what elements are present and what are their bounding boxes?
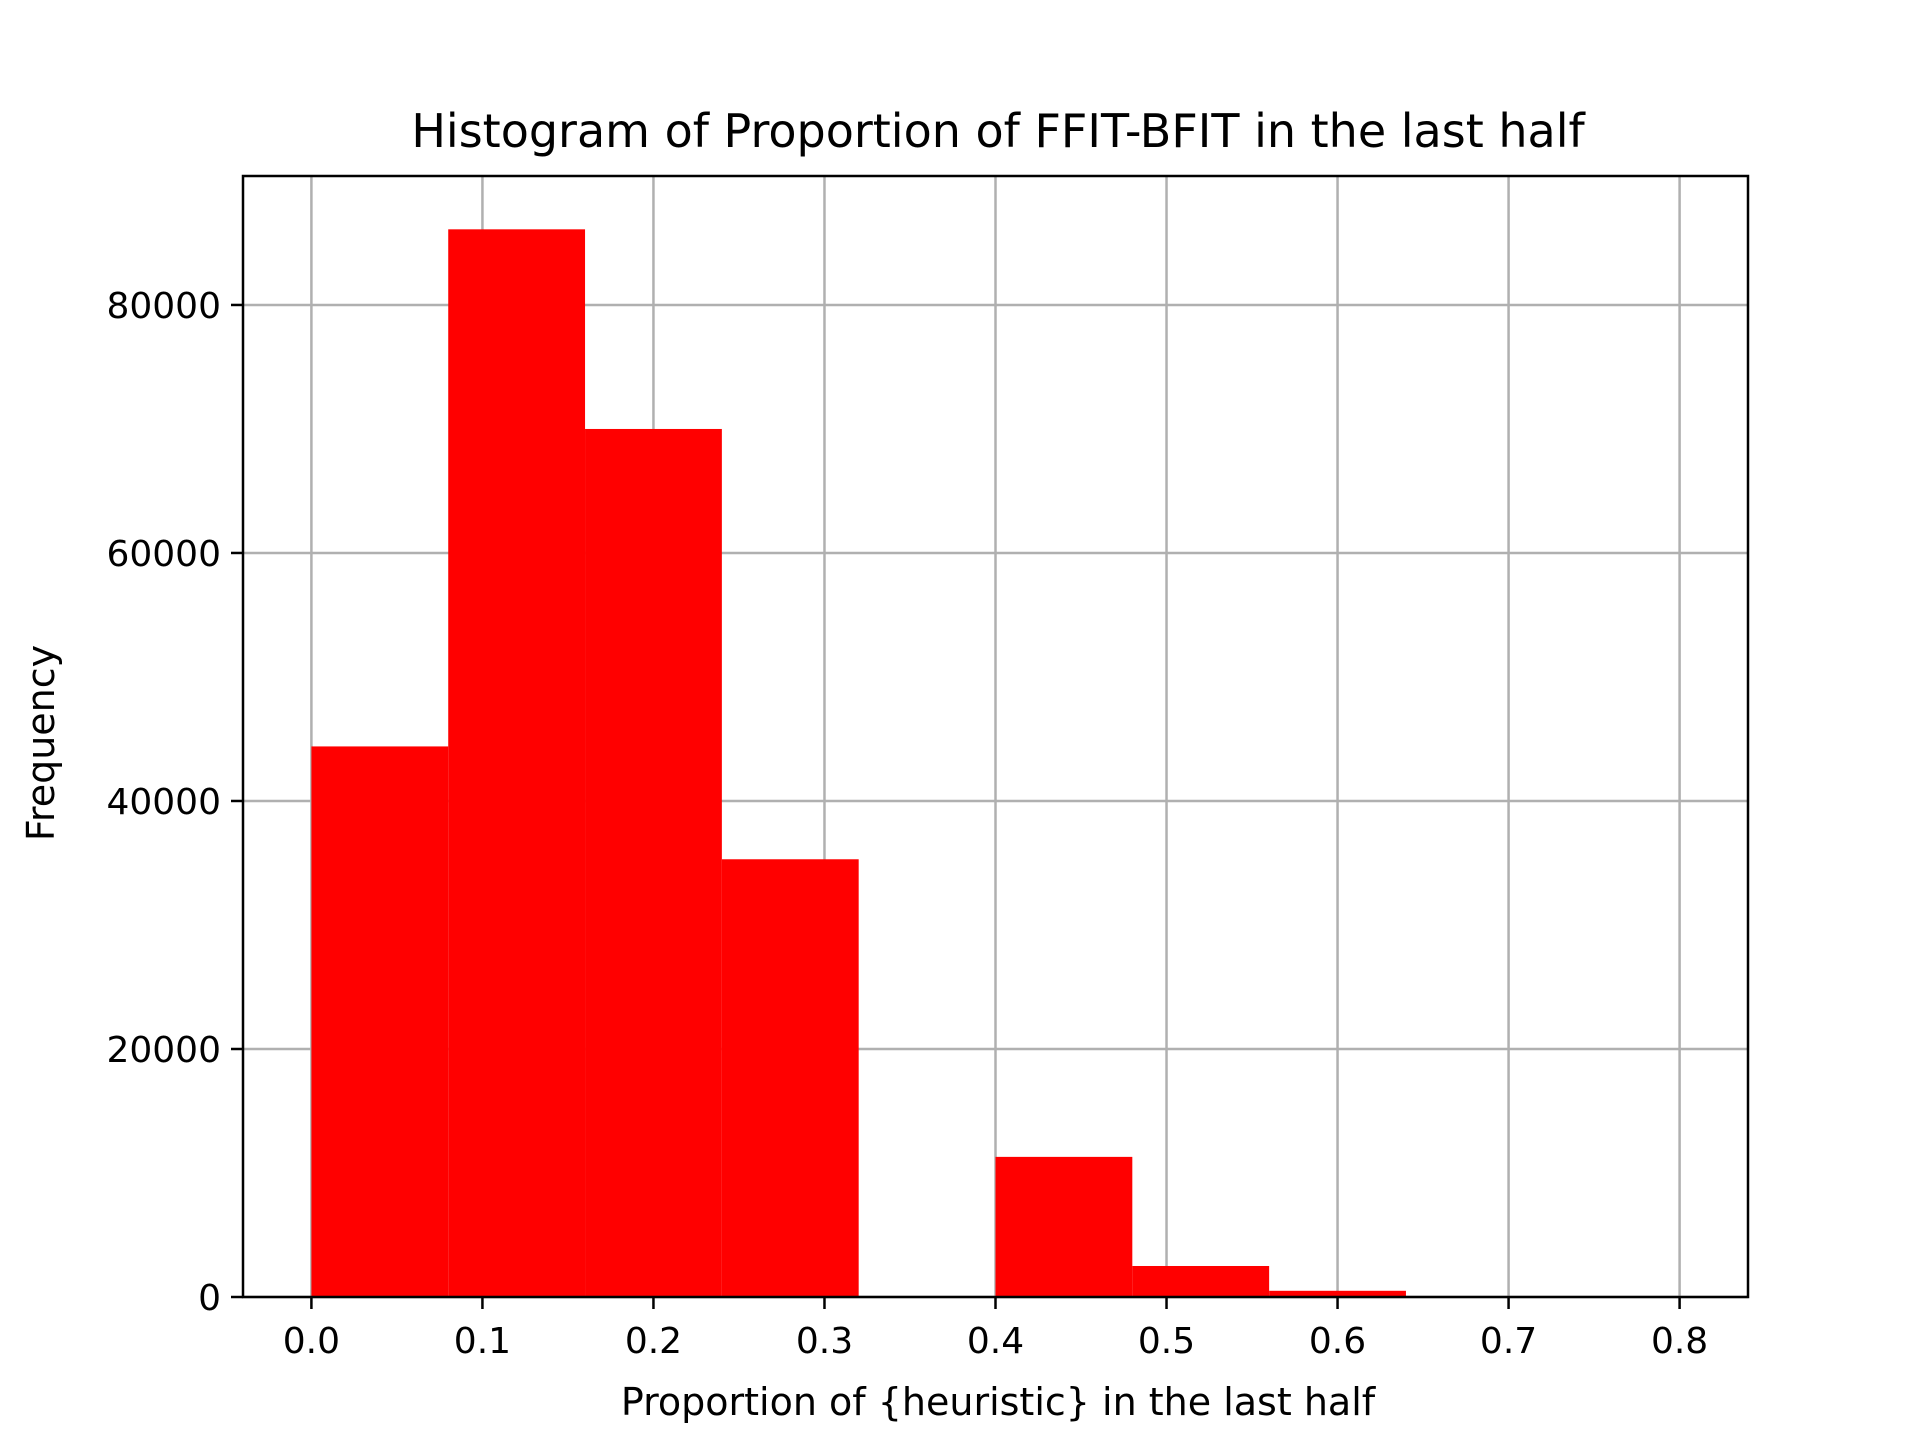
x-tick-label: 0.2 bbox=[625, 1321, 682, 1362]
x-tick-label: 0.8 bbox=[1651, 1321, 1708, 1362]
histogram-bar bbox=[585, 428, 722, 1298]
x-tick-label: 0.3 bbox=[796, 1321, 853, 1362]
histogram-bar bbox=[448, 229, 586, 1297]
x-tick-label: 0.5 bbox=[1138, 1321, 1195, 1362]
x-tick-label: 0.7 bbox=[1480, 1321, 1537, 1362]
chart-title: Histogram of Proportion of FFIT-BFIT in … bbox=[411, 104, 1586, 158]
x-tick-label: 0.1 bbox=[454, 1321, 511, 1362]
x-tick-label: 0.4 bbox=[967, 1321, 1024, 1362]
histogram-bar bbox=[1132, 1265, 1270, 1297]
x-axis: 0.0 0.1 0.2 0.3 0.4 0.5 0.6 0.7 0.8 bbox=[283, 1297, 1708, 1362]
y-tick-label: 0 bbox=[198, 1278, 221, 1319]
y-tick-label: 60000 bbox=[106, 534, 221, 575]
histogram-bar bbox=[311, 746, 449, 1297]
bars-layer bbox=[311, 229, 1406, 1298]
histogram-bar bbox=[995, 1156, 1133, 1297]
y-axis-label: Frequency bbox=[19, 645, 63, 841]
histogram-bar bbox=[721, 859, 859, 1297]
x-axis-label: Proportion of {heuristic} in the last ha… bbox=[621, 1380, 1377, 1424]
x-tick-label: 0.0 bbox=[283, 1321, 340, 1362]
histogram-bar bbox=[1269, 1290, 1406, 1297]
y-tick-label: 20000 bbox=[106, 1030, 221, 1071]
y-axis: 0 20000 40000 60000 80000 bbox=[106, 286, 243, 1319]
x-tick-label: 0.6 bbox=[1309, 1321, 1366, 1362]
y-tick-label: 80000 bbox=[106, 286, 221, 327]
y-tick-label: 40000 bbox=[106, 782, 221, 823]
